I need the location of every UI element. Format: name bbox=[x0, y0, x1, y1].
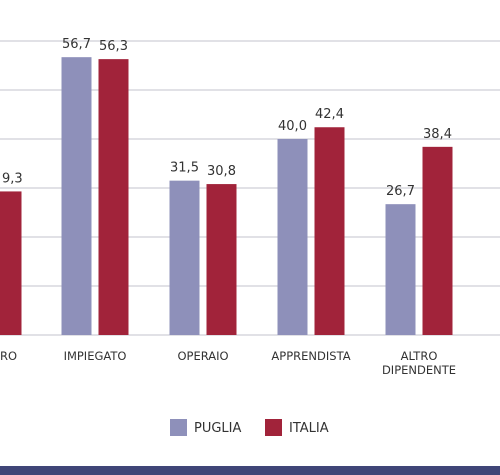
bar-puglia bbox=[61, 57, 92, 336]
category-label-line: ALTRO bbox=[401, 349, 438, 363]
value-labels: 9,3 56,7 56,3 31,5 30,8 40,0 42,4 26,7 38,4 bbox=[2, 37, 452, 199]
value-label: 9,3 bbox=[2, 171, 23, 186]
value-label: 31,5 bbox=[170, 161, 199, 176]
category-label: APPRENDISTA bbox=[271, 349, 350, 363]
category-label: IMPIEGATO bbox=[64, 349, 127, 363]
bar-group bbox=[0, 57, 453, 336]
category-label: ALTRO DIPENDENTE bbox=[382, 349, 456, 377]
legend-label-puglia: PUGLIA bbox=[194, 421, 242, 436]
bar-puglia bbox=[169, 180, 200, 335]
bar-italia bbox=[206, 184, 237, 335]
value-label: 38,4 bbox=[423, 127, 452, 142]
bar-italia bbox=[0, 191, 22, 335]
bar-puglia bbox=[277, 139, 308, 335]
legend-label-italia: ITALIA bbox=[289, 421, 329, 436]
category-label-line: IMPIEGATO bbox=[64, 349, 127, 363]
category-label-line: RO bbox=[0, 349, 17, 363]
category-label-line: APPRENDISTA bbox=[271, 349, 350, 363]
value-label: 56,7 bbox=[62, 37, 91, 52]
footer-bar bbox=[0, 466, 500, 475]
bar-italia bbox=[422, 146, 453, 335]
legend-swatch-puglia bbox=[170, 419, 187, 436]
value-label: 42,4 bbox=[315, 107, 344, 122]
value-label: 30,8 bbox=[207, 164, 236, 179]
legend: PUGLIA ITALIA bbox=[170, 419, 329, 436]
bar-italia bbox=[98, 59, 129, 335]
value-label: 26,7 bbox=[386, 184, 415, 199]
category-label-line: OPERAIO bbox=[177, 349, 228, 363]
value-label: 40,0 bbox=[278, 119, 307, 134]
category-label-line: DIPENDENTE bbox=[382, 363, 456, 377]
bar-italia bbox=[314, 127, 345, 336]
category-label: RO bbox=[0, 349, 17, 363]
legend-swatch-italia bbox=[265, 419, 282, 436]
category-label: OPERAIO bbox=[177, 349, 228, 363]
category-labels: RO IMPIEGATO OPERAIO APPRENDISTA ALTRO DIPEND… bbox=[0, 349, 456, 377]
value-label: 56,3 bbox=[99, 39, 128, 54]
bar-puglia bbox=[385, 204, 416, 335]
